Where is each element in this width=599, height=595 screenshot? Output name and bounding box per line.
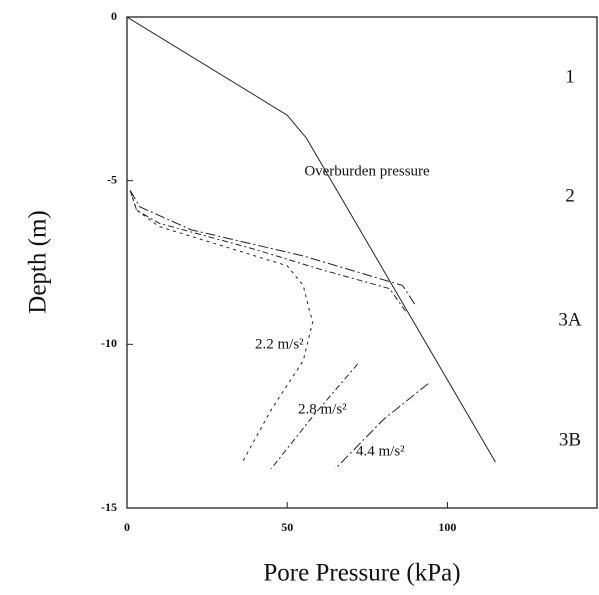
series-line [129,190,429,470]
series-line [126,16,496,463]
plot-frame [126,16,598,509]
x-axis-label: Pore Pressure (kPa) [263,560,460,587]
series-label: 2.8 m/s² [298,401,347,417]
zone-label: 3B [559,429,581,450]
x-tick-label: 50 [281,520,293,534]
series-label: 2.2 m/s² [255,336,304,352]
zone-label: 1 [565,66,575,87]
y-tick-label: -15 [101,500,117,514]
series-label: 4.4 m/s² [356,443,405,459]
y-tick-label: -5 [107,172,117,186]
y-tick-label: 0 [111,9,117,23]
zone-label: 2 [565,185,575,206]
series-line [129,190,407,470]
x-tick-label: 100 [438,520,456,534]
y-tick-label: -10 [101,336,117,350]
series-line [129,190,314,463]
series-label: Overburden pressure [304,163,430,179]
y-axis-label: Depth (m) [25,210,52,313]
x-tick-label: 0 [124,520,130,534]
zone-label: 3A [558,309,582,330]
